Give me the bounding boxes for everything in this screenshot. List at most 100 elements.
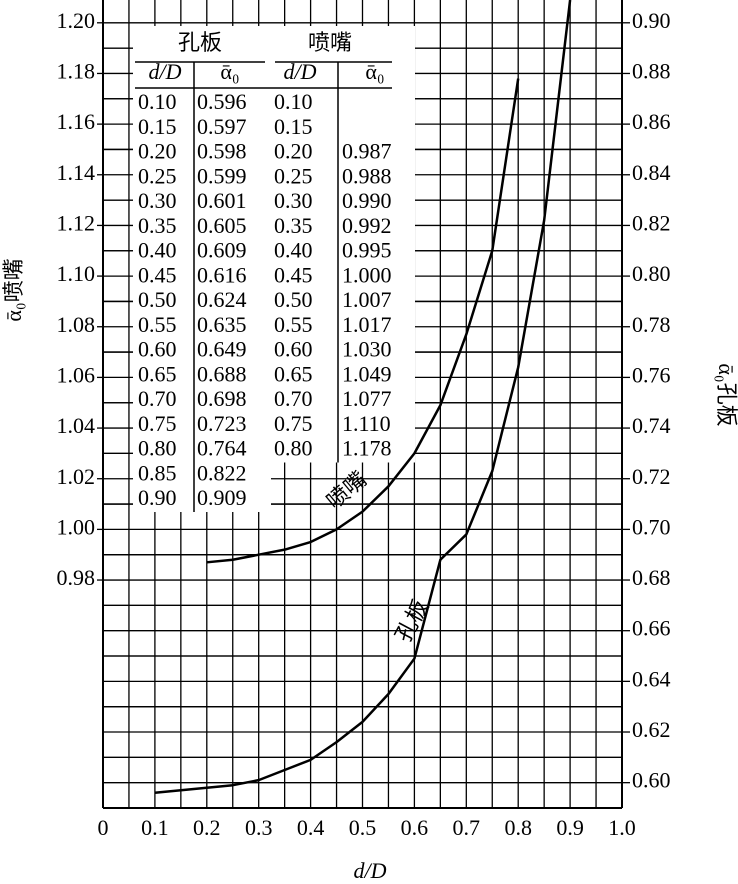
y-tick-label: 0.98 <box>57 565 96 590</box>
table-cell: 0.45 <box>274 262 313 287</box>
table-cell: 1.178 <box>342 436 392 461</box>
table-cell: 0.15 <box>138 114 177 139</box>
table-cell: 0.25 <box>138 163 177 188</box>
table-cell: 0.70 <box>138 386 177 411</box>
y-axis-title: ᾱ₀喷嘴 <box>1 258 26 321</box>
y2-tick-label: 0.66 <box>632 616 671 641</box>
x-tick-label: 0.4 <box>297 815 325 840</box>
series-line <box>154 0 572 795</box>
table-cell: 0.995 <box>342 238 392 263</box>
y2-axis-title: ᾱ₀孔板 <box>714 363 738 426</box>
table-cell: 0.50 <box>138 287 177 312</box>
table-cell: 0.20 <box>274 139 313 164</box>
x-axis-title: d/D <box>354 858 387 883</box>
table-cell: 0.698 <box>197 386 247 411</box>
table-cell: 0.616 <box>197 262 247 287</box>
table-cell: 0.10 <box>274 89 313 114</box>
table-cell: 0.15 <box>274 114 313 139</box>
y-tick-label: 1.12 <box>57 210 96 235</box>
y-tick-label: 1.18 <box>57 59 96 84</box>
table-cell: 0.45 <box>138 262 177 287</box>
y2-tick-label: 0.68 <box>632 565 671 590</box>
y-tick-label: 1.04 <box>57 413 96 438</box>
table-cell: 0.723 <box>197 411 247 436</box>
table-cell: 0.30 <box>138 188 177 213</box>
y2-tick-label: 0.90 <box>632 8 671 33</box>
y2-tick-label: 0.62 <box>632 717 671 742</box>
table-background <box>133 26 271 512</box>
table-cell: 1.049 <box>342 361 392 386</box>
y-tick-label: 1.14 <box>57 160 96 185</box>
table-group-header: 喷嘴 <box>308 30 352 55</box>
table-cell: 0.624 <box>197 287 247 312</box>
y-tick-label: 1.08 <box>57 312 96 337</box>
y-tick-label: 1.06 <box>57 362 96 387</box>
table-cell: 0.597 <box>197 114 247 139</box>
table-cell: 0.80 <box>138 436 177 461</box>
y-tick-label: 1.16 <box>57 109 96 134</box>
table-cell: 0.75 <box>138 411 177 436</box>
table-cell: 0.50 <box>274 287 313 312</box>
x-tick-label: 0.3 <box>245 815 273 840</box>
y2-tick-label: 0.86 <box>632 109 671 134</box>
table-cell: 0.55 <box>138 312 177 337</box>
table-cell: 0.35 <box>274 213 313 238</box>
table-cell: 0.65 <box>274 361 313 386</box>
table-cell: 0.70 <box>274 386 313 411</box>
y2-tick-label: 0.88 <box>632 59 671 84</box>
x-tick-label: 0.9 <box>556 815 584 840</box>
table-cell: 0.609 <box>197 238 247 263</box>
table-cell: 0.60 <box>138 337 177 362</box>
y-tick-label: 1.10 <box>57 261 96 286</box>
table-cell: 0.649 <box>197 337 247 362</box>
y2-tick-label: 0.64 <box>632 666 671 691</box>
table-cell: 0.65 <box>138 361 177 386</box>
table-cell: 0.605 <box>197 213 247 238</box>
table-cell: 0.90 <box>138 485 177 510</box>
x-tick-label: 0.6 <box>401 815 429 840</box>
table-cell: 0.988 <box>342 163 392 188</box>
y-tick-label: 1.00 <box>57 514 96 539</box>
table-column-header: ᾱ₀ <box>365 59 384 84</box>
table-cell: 0.598 <box>197 139 247 164</box>
table-cell: 0.764 <box>197 436 247 461</box>
y2-tick-label: 0.80 <box>632 261 671 286</box>
table-cell: 0.60 <box>274 337 313 362</box>
table-cell: 0.35 <box>138 213 177 238</box>
y2-tick-label: 0.74 <box>632 413 671 438</box>
table-cell: 0.85 <box>138 460 177 485</box>
table-cell: 0.80 <box>274 436 313 461</box>
y2-tick-label: 0.60 <box>632 768 671 793</box>
table-cell: 0.601 <box>197 188 247 213</box>
y-tick-label: 1.20 <box>57 8 96 33</box>
table-group-header: 孔板 <box>178 30 222 55</box>
table-cell: 0.75 <box>274 411 313 436</box>
table-cell: 0.987 <box>342 139 392 164</box>
table-cell: 0.990 <box>342 188 392 213</box>
y2-tick-label: 0.78 <box>632 312 671 337</box>
table-cell: 0.30 <box>274 188 313 213</box>
table-cell: 0.20 <box>138 139 177 164</box>
table-column-header: ᾱ₀ <box>220 59 239 84</box>
y2-tick-label: 0.84 <box>632 160 671 185</box>
table-cell: 1.007 <box>342 287 392 312</box>
table-cell: 1.077 <box>342 386 392 411</box>
table-cell: 1.017 <box>342 312 392 337</box>
curve-label: 喷嘴 <box>322 466 372 513</box>
x-tick-label: 1.0 <box>608 815 636 840</box>
table-cell: 0.55 <box>274 312 313 337</box>
table-cell: 0.688 <box>197 361 247 386</box>
table-cell: 0.992 <box>342 213 392 238</box>
table-cell: 0.596 <box>197 89 247 114</box>
x-tick-label: 0.1 <box>141 815 169 840</box>
table-cell: 1.110 <box>342 411 391 436</box>
table-cell: 0.40 <box>138 238 177 263</box>
table-column-header: d/D <box>149 59 182 84</box>
y2-tick-label: 0.72 <box>632 464 671 489</box>
table-cell: 0.635 <box>197 312 247 337</box>
y-tick-label: 1.02 <box>57 464 96 489</box>
series-line <box>206 78 520 564</box>
table-cell: 0.909 <box>197 485 247 510</box>
table-cell: 0.599 <box>197 163 247 188</box>
